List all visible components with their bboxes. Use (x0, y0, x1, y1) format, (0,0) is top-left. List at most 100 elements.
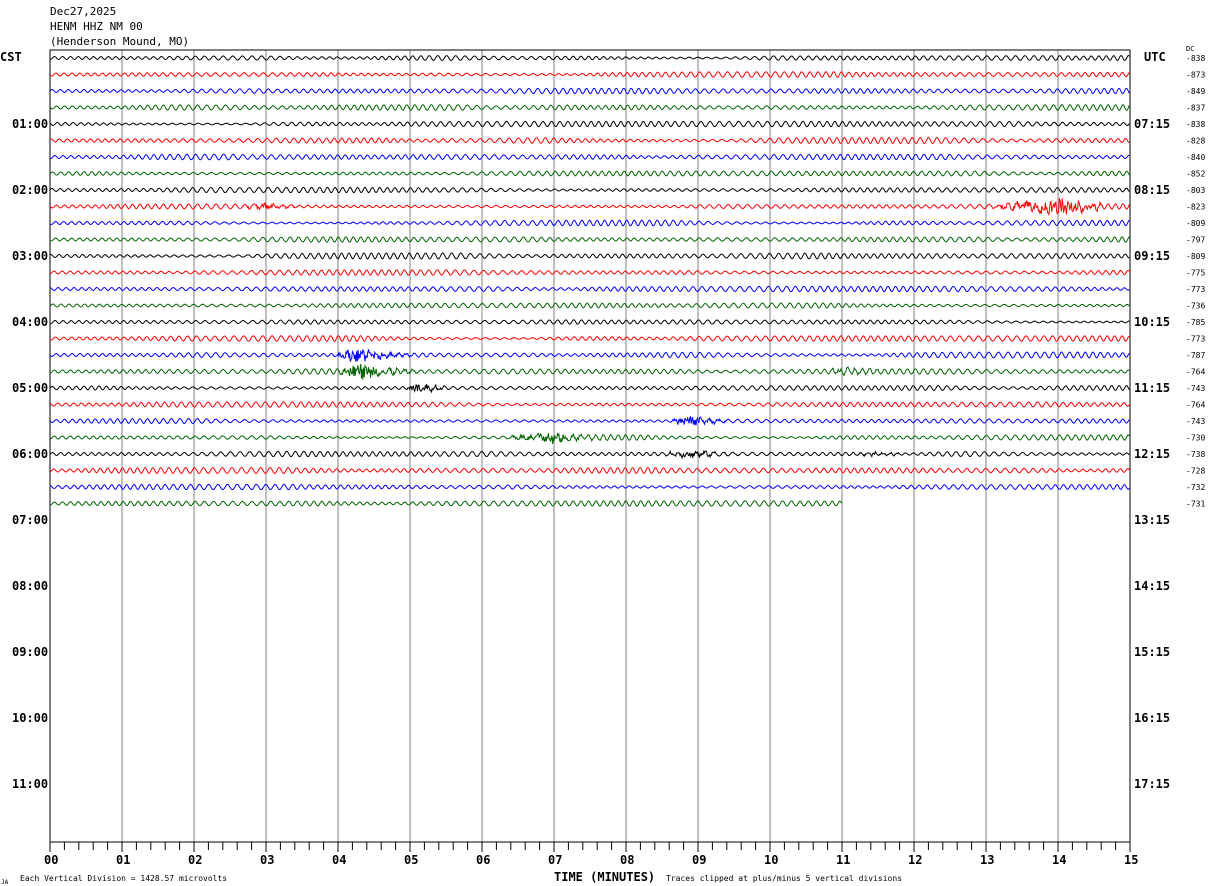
plot-frame (49, 49, 1131, 843)
x-tick-label: 07 (548, 853, 562, 867)
x-tick-label: 05 (404, 853, 418, 867)
utc-hour-label: 16:15 (1134, 711, 1170, 725)
dc-offset-label: -840 (1186, 153, 1205, 162)
utc-hour-label: 09:15 (1134, 249, 1170, 263)
date-label: Dec27,2025 (50, 5, 117, 18)
trace-19 (49, 363, 1130, 380)
x-tick-label: 13 (980, 853, 994, 867)
dc-offset-label: -849 (1186, 87, 1205, 96)
traces (49, 54, 1130, 507)
trace-23 (49, 432, 1130, 445)
utc-hour-label: 13:15 (1134, 513, 1170, 527)
trace-20 (49, 383, 1130, 394)
utc-hour-label: 17:15 (1134, 777, 1170, 791)
trace-26 (49, 483, 1130, 491)
utc-axis-title: UTC (1144, 50, 1166, 64)
dc-offset-label: -773 (1186, 335, 1205, 344)
x-tick-label: 15 (1124, 853, 1138, 867)
dc-offset-label: -736 (1186, 302, 1205, 311)
trace-22 (49, 415, 1130, 426)
dc-offset-label: -731 (1186, 500, 1205, 509)
scale-note: Each Vertical Division = 1428.57 microvo… (20, 874, 227, 883)
trace-16 (49, 319, 1130, 325)
x-tick-label: 14 (1052, 853, 1066, 867)
x-axis-label: TIME (MINUTES) (554, 870, 655, 884)
trace-14 (49, 285, 1130, 293)
corner-mark: JA (1, 879, 9, 886)
clip-note: Traces clipped at plus/minus 5 vertical … (666, 874, 902, 883)
x-tick-label: 09 (692, 853, 706, 867)
x-tick-label: 06 (476, 853, 490, 867)
trace-12 (49, 252, 1130, 260)
x-tick-label: 00 (44, 853, 58, 867)
dc-offset-label: -828 (1186, 137, 1205, 146)
dc-offset-label: -773 (1186, 285, 1205, 294)
dc-offset-label: -809 (1186, 219, 1205, 228)
trace-6 (49, 153, 1130, 161)
dc-offset-label: -873 (1186, 71, 1205, 80)
dc-offset-label: -743 (1186, 384, 1205, 393)
x-tick-label: 04 (332, 853, 346, 867)
x-tick-label: 02 (188, 853, 202, 867)
dc-offset-label: -838 (1186, 120, 1205, 129)
station-label: HENM HHZ NM 00 (50, 20, 143, 33)
trace-9 (49, 197, 1130, 217)
cst-hour-label: 11:00 (12, 777, 48, 791)
cst-hour-label: 09:00 (12, 645, 48, 659)
trace-17 (49, 335, 1130, 342)
cst-hour-label: 05:00 (12, 381, 48, 395)
dc-offset-label: -787 (1186, 351, 1205, 360)
x-tick-label: 10 (764, 853, 778, 867)
trace-18 (49, 348, 1130, 362)
dc-offset-label: -732 (1186, 483, 1205, 492)
trace-2 (49, 87, 1130, 95)
x-tick-label: 03 (260, 853, 274, 867)
trace-5 (49, 136, 1130, 145)
dc-title: DC (1186, 45, 1194, 53)
utc-hour-label: 10:15 (1134, 315, 1170, 329)
trace-15 (49, 302, 1130, 309)
utc-hour-label: 07:15 (1134, 117, 1170, 131)
trace-25 (49, 466, 1130, 475)
dc-offset-label: -738 (1186, 450, 1205, 459)
cst-hour-label: 07:00 (12, 513, 48, 527)
x-tick-label: 11 (836, 853, 850, 867)
trace-1 (49, 71, 1130, 78)
dc-offset-label: -809 (1186, 252, 1205, 261)
dc-offset-label: -730 (1186, 434, 1205, 443)
cst-hour-label: 10:00 (12, 711, 48, 725)
trace-10 (49, 219, 1130, 227)
trace-0 (49, 54, 1130, 62)
x-tick-label: 12 (908, 853, 922, 867)
cst-axis-title: CST (0, 50, 22, 64)
utc-hour-label: 08:15 (1134, 183, 1170, 197)
utc-hour-label: 12:15 (1134, 447, 1170, 461)
utc-hour-label: 11:15 (1134, 381, 1170, 395)
dc-offset-label: -743 (1186, 417, 1205, 426)
dc-offset-label: -764 (1186, 368, 1205, 377)
trace-11 (49, 236, 1130, 243)
trace-4 (49, 120, 1130, 128)
trace-27 (49, 500, 843, 507)
cst-hour-label: 01:00 (12, 117, 48, 131)
x-tick-label: 01 (116, 853, 130, 867)
dc-offset-label: -775 (1186, 269, 1205, 278)
dc-offset-label: -764 (1186, 401, 1205, 410)
dc-offset-label: -837 (1186, 104, 1205, 113)
trace-13 (49, 269, 1130, 276)
cst-hour-label: 03:00 (12, 249, 48, 263)
trace-24 (49, 449, 1130, 460)
dc-offset-label: -838 (1186, 54, 1205, 63)
utc-hour-label: 15:15 (1134, 645, 1170, 659)
cst-hour-label: 02:00 (12, 183, 48, 197)
dc-offset-label: -797 (1186, 236, 1205, 245)
dc-offset-label: -728 (1186, 467, 1205, 476)
trace-8 (49, 186, 1130, 194)
cst-hour-label: 06:00 (12, 447, 48, 461)
location-label: (Henderson Mound, MO) (50, 35, 190, 48)
dc-offset-label: -852 (1186, 170, 1205, 179)
dc-offset-label: -785 (1186, 318, 1205, 327)
x-tick-label: 08 (620, 853, 634, 867)
utc-hour-label: 14:15 (1134, 579, 1170, 593)
